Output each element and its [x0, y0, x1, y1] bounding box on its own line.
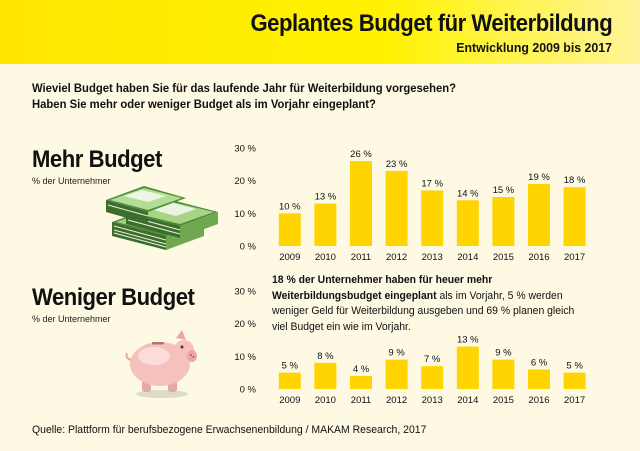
- y-tick-label: 20 %: [234, 319, 256, 330]
- y-tick-label: 20 %: [234, 176, 256, 187]
- data-label: 23 %: [386, 159, 408, 170]
- x-tick-label: 2010: [315, 252, 336, 263]
- y-tick-label: 0 %: [240, 385, 257, 396]
- summary-bold: 18 % der Unternehmer haben für heuer meh…: [272, 274, 493, 302]
- bar: [314, 203, 337, 246]
- chart-less: 0 % 10 % 20 % 30 % 5 % 2009 8 % 2010 4 % 2011 9 % 2…: [234, 287, 586, 406]
- x-tick-label: 2012: [386, 252, 407, 263]
- x-tick-label: 2011: [351, 252, 371, 263]
- question-line-1: Wieviel Budget haben Sie für das laufend…: [32, 81, 457, 95]
- bar: [278, 372, 301, 389]
- x-tick-label: 2017: [564, 395, 585, 406]
- data-label: 14 %: [457, 188, 479, 199]
- data-label: 18 %: [564, 175, 586, 186]
- bar: [492, 197, 515, 246]
- x-tick-label: 2009: [279, 395, 300, 406]
- x-tick-label: 2016: [528, 252, 549, 263]
- summary-text: 18 % der Unternehmer haben für heuer meh…: [272, 273, 588, 335]
- y-tick-label: 10 %: [234, 352, 256, 363]
- data-label: 19 %: [528, 172, 550, 183]
- header-band: [0, 0, 640, 64]
- data-label: 9 %: [495, 348, 512, 359]
- section-subtitle-less: % der Unternehmer: [32, 314, 111, 324]
- data-label: 15 %: [493, 185, 515, 196]
- x-tick-label: 2014: [457, 395, 478, 406]
- data-label: 26 %: [350, 149, 372, 160]
- x-tick-label: 2015: [493, 395, 514, 406]
- bar: [314, 362, 337, 389]
- section-title-more: Mehr Budget: [32, 146, 162, 173]
- data-label: 13 %: [457, 335, 479, 346]
- data-label: 10 %: [279, 201, 301, 212]
- x-tick-label: 2013: [422, 395, 443, 406]
- x-tick-label: 2016: [528, 395, 549, 406]
- x-tick-label: 2010: [315, 395, 336, 406]
- x-tick-label: 2013: [422, 252, 443, 263]
- bar: [456, 200, 479, 246]
- page-subtitle: Entwicklung 2009 bis 2017: [456, 40, 612, 55]
- data-label: 13 %: [315, 192, 337, 203]
- bar: [385, 170, 408, 246]
- x-tick-label: 2012: [386, 395, 407, 406]
- data-label: 9 %: [388, 348, 405, 359]
- source-note: Quelle: Plattform für berufsbezogene Erw…: [32, 424, 427, 436]
- bar: [421, 190, 444, 246]
- data-label: 8 %: [317, 351, 334, 362]
- y-tick-label: 10 %: [234, 209, 256, 220]
- bar: [456, 346, 479, 389]
- bar: [492, 359, 515, 389]
- bar: [421, 366, 444, 389]
- section-subtitle-more: % der Unternehmer: [32, 176, 111, 186]
- data-label: 6 %: [531, 357, 548, 368]
- bar: [528, 369, 550, 389]
- y-tick-label: 30 %: [234, 144, 256, 155]
- bar: [563, 372, 586, 389]
- x-tick-label: 2014: [457, 252, 478, 263]
- data-label: 5 %: [566, 361, 583, 372]
- bar: [563, 187, 586, 246]
- survey-question: Wieviel Budget haben Sie für das laufend…: [32, 80, 456, 112]
- data-label: 17 %: [421, 178, 443, 189]
- y-tick-label: 0 %: [240, 242, 257, 253]
- question-line-2: Haben Sie mehr oder weniger Budget als i…: [32, 97, 376, 111]
- bar: [350, 375, 372, 389]
- section-title-less: Weniger Budget: [32, 284, 195, 311]
- page-title: Geplantes Budget für Weiterbildung: [250, 10, 612, 37]
- bar: [528, 183, 550, 246]
- bar: [278, 213, 301, 246]
- y-tick-label: 30 %: [234, 287, 256, 298]
- x-tick-label: 2017: [564, 252, 585, 263]
- x-tick-label: 2015: [493, 252, 514, 263]
- summary-rest: als im Vorjahr, 5 % werden weniger Geld …: [272, 289, 575, 333]
- data-label: 4 %: [353, 364, 370, 375]
- chart-more: 0 % 10 % 20 % 30 % 10 % 2009 13 % 2010 26 % 2011 2…: [234, 144, 586, 264]
- x-tick-label: 2011: [351, 395, 371, 406]
- bar: [385, 359, 408, 389]
- x-tick-label: 2009: [279, 252, 300, 263]
- bar: [350, 161, 372, 246]
- data-label: 5 %: [282, 361, 299, 372]
- data-label: 7 %: [424, 354, 441, 365]
